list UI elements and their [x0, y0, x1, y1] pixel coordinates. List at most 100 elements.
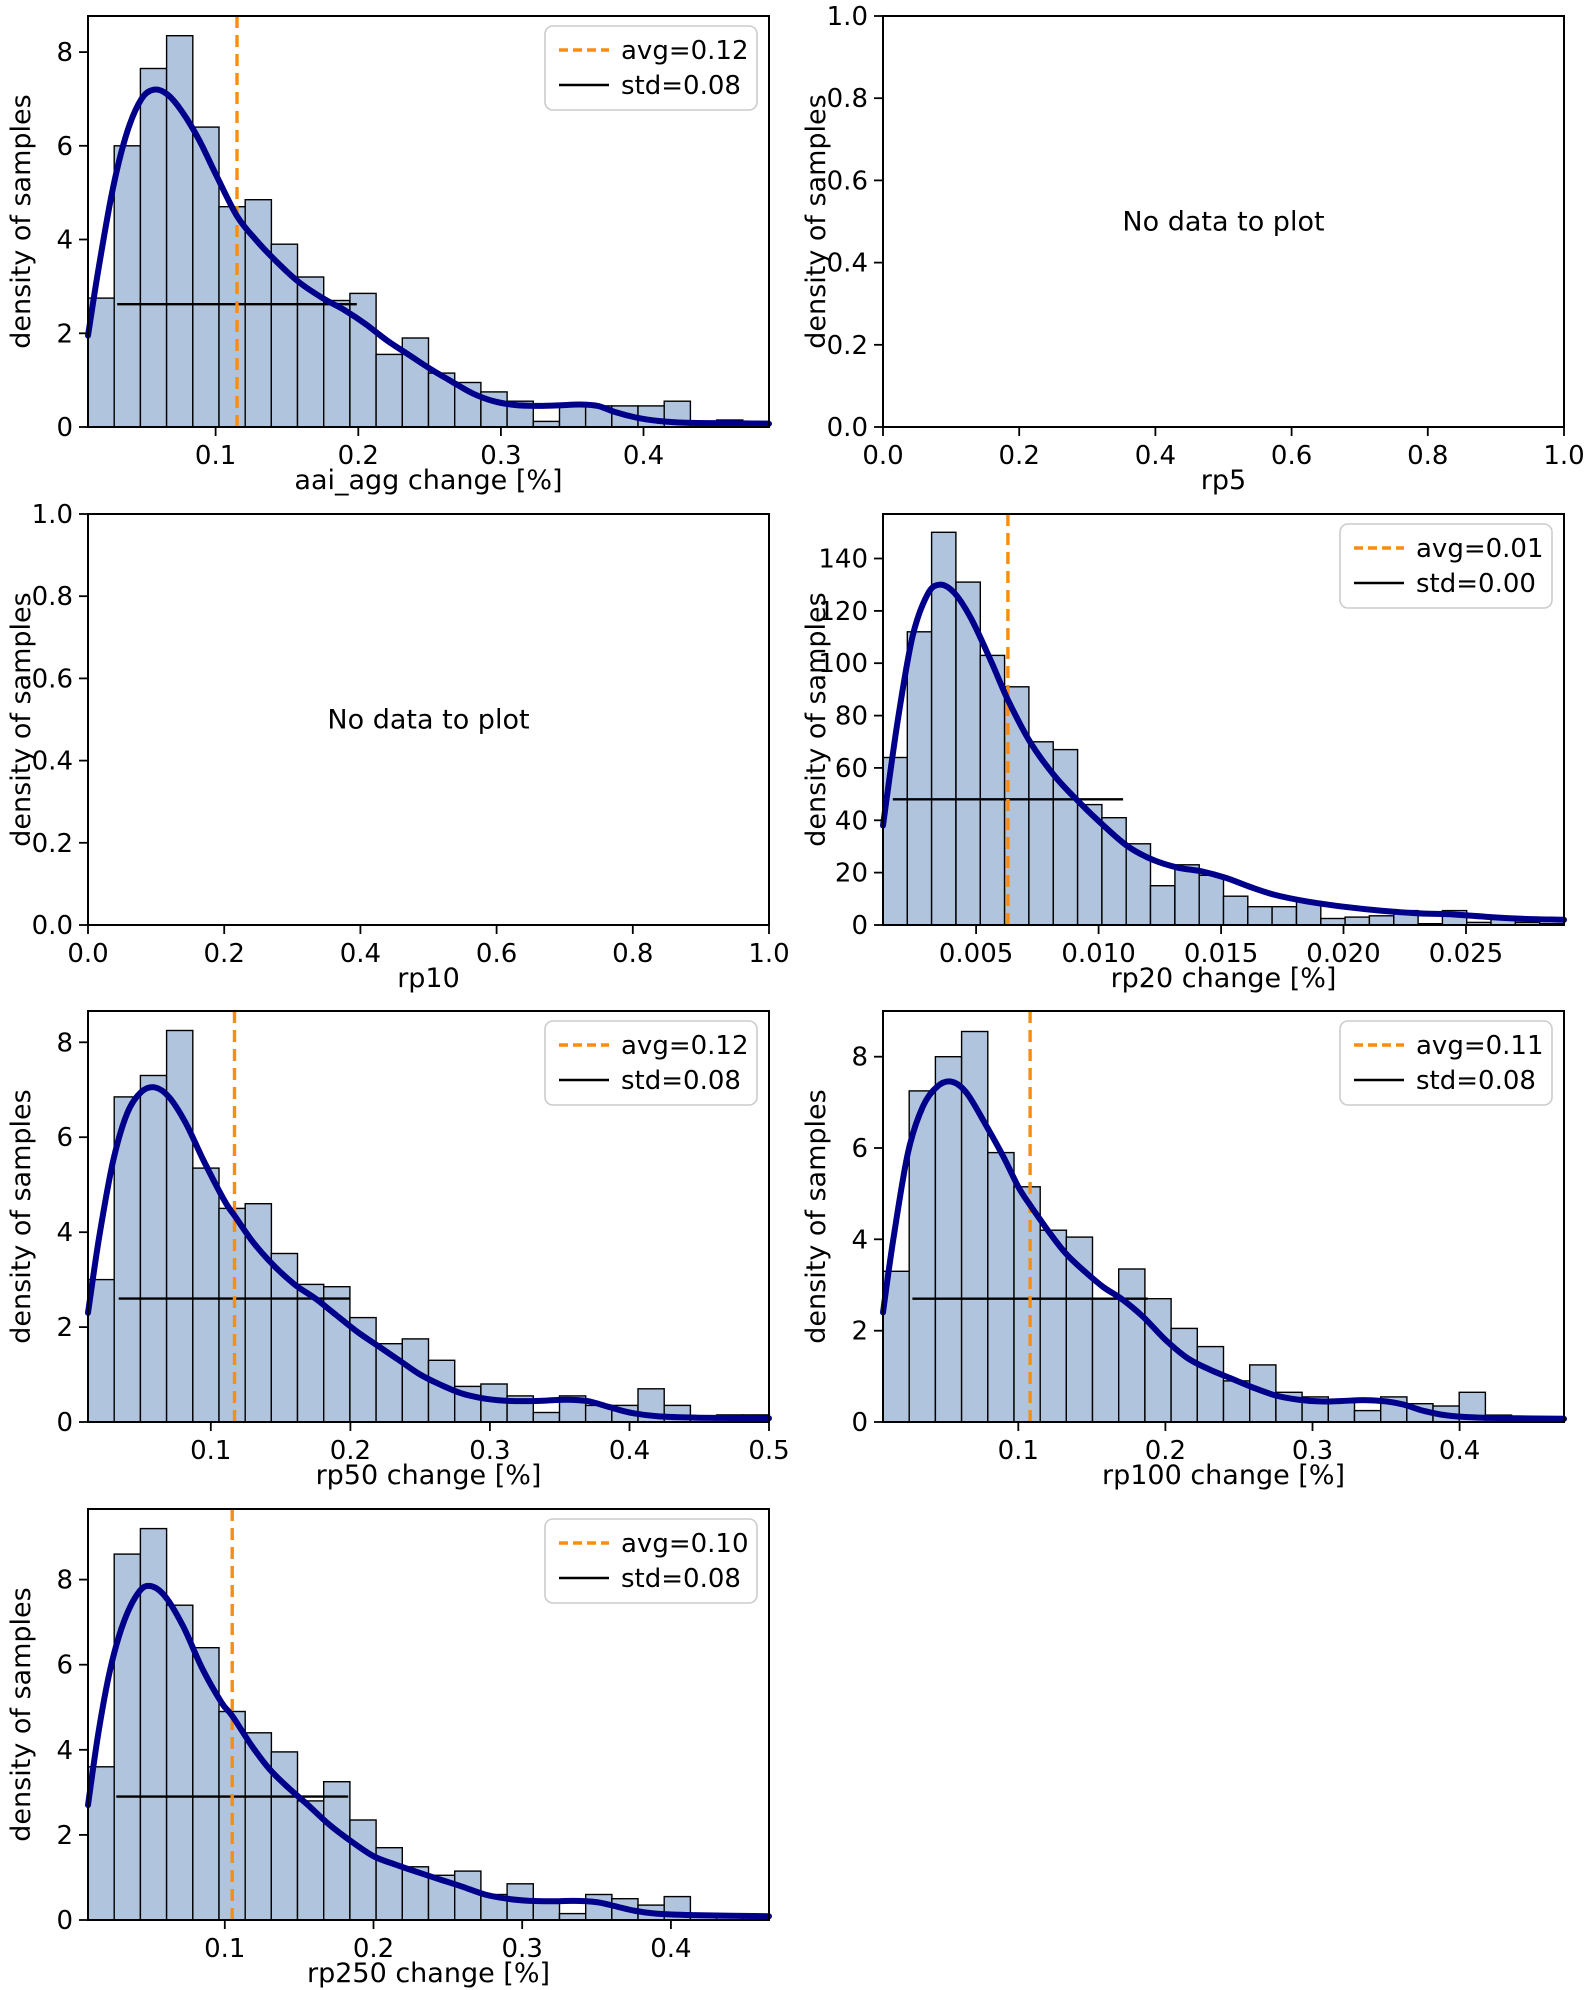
histogram-bar [1170, 1327, 1199, 1423]
x-axis-label: aai_agg change [%] [294, 465, 562, 496]
kde-curve [85, 86, 772, 427]
histogram-bar [1327, 1400, 1356, 1423]
y-tick-label: 0.2 [32, 828, 73, 858]
y-tick-label: 80 [835, 701, 868, 731]
x-tick-label: 0.5 [748, 1436, 789, 1466]
histogram-bar [1039, 1229, 1068, 1423]
y-tick-label: 0 [56, 413, 73, 443]
histogram-bar [1174, 863, 1200, 926]
histogram-bar [1368, 914, 1395, 926]
x-tick-label: 1.0 [748, 939, 789, 969]
y-tick-label: 100 [818, 649, 868, 679]
x-tick-label: 0.2 [999, 441, 1040, 471]
y-tick-label: 4 [56, 1735, 73, 1765]
legend-avg-label: avg=0.12 [621, 1031, 749, 1061]
y-tick-label: 140 [818, 544, 868, 574]
histogram-bar [113, 1096, 142, 1423]
x-tick-label: 0.025 [1429, 939, 1503, 969]
x-axis: 0.0 0.2 0.4 0.6 0.8 1.0 [67, 924, 790, 969]
y-tick-label: 0 [56, 1906, 73, 1936]
histogram-bar [323, 299, 351, 428]
y-tick-label: 8 [56, 1565, 73, 1595]
legend: avg=0.01 std=0.00 [1339, 522, 1553, 609]
histogram-bar [1247, 905, 1273, 926]
y-axis: 0 2 4 6 8 [56, 1565, 88, 1936]
y-tick-label: 0.8 [32, 582, 73, 612]
x-tick-label: 0.010 [1061, 939, 1135, 969]
subplot-cell-rp10: 0.0 0.2 0.4 0.6 0.8 1.0 0.0 0.2 0.4 0.6 0.8 1.0 rp10… [0, 498, 795, 996]
subplot-rp10: 0.0 0.2 0.4 0.6 0.8 1.0 0.0 0.2 0.4 0.6 0.8 1.0 rp10… [6, 500, 790, 994]
y-tick-label: 4 [56, 226, 73, 256]
axes-spines [87, 1010, 770, 1423]
y-axis-label: density of samples [801, 94, 832, 348]
histogram-bar [375, 353, 404, 428]
histogram-bar [979, 654, 1006, 926]
subplot-aai-agg: 0.1 0.2 0.3 0.4 0 2 4 6 8 aai_agg change [%] densi… [6, 15, 772, 496]
legend-std-label: std=0.00 [1416, 569, 1536, 599]
y-tick-label: 2 [851, 1317, 868, 1347]
x-tick-label: 0.2 [338, 441, 379, 471]
histogram-bars [882, 531, 1565, 926]
x-tick-label: 0.4 [1439, 1436, 1480, 1466]
y-tick-label: 0 [851, 1408, 868, 1438]
histogram-bar [1198, 874, 1225, 926]
axes-spines [882, 512, 1565, 926]
y-tick-label: 0 [56, 1408, 73, 1438]
x-tick-label: 0.1 [195, 441, 236, 471]
y-tick-label: 0.0 [827, 413, 868, 443]
y-tick-label: 0.6 [827, 166, 868, 196]
y-axis: 0.0 0.2 0.4 0.6 0.8 1.0 [827, 2, 883, 443]
kde-curve [85, 1582, 772, 1919]
histogram-bar [906, 630, 933, 926]
histogram-bars [87, 1029, 770, 1423]
legend-avg-label: avg=0.11 [1416, 1031, 1544, 1061]
x-tick-label: 0.4 [1135, 441, 1176, 471]
y-tick-label: 4 [851, 1225, 868, 1255]
histogram-bar [1353, 1409, 1382, 1423]
histogram-bar [1344, 915, 1371, 926]
histogram-bar [192, 1167, 220, 1423]
y-tick-label: 6 [56, 1650, 73, 1680]
y-tick-label: 0.8 [827, 84, 868, 114]
histogram-bar [1222, 895, 1249, 926]
legend: avg=0.12 std=0.08 [544, 1020, 758, 1106]
histogram-bar [270, 1750, 299, 1921]
x-tick-label: 0.2 [353, 1934, 394, 1964]
y-axis-label: density of samples [6, 1089, 37, 1343]
y-axis-label: density of samples [801, 1089, 832, 1343]
x-axis-label: rp100 change [%] [1102, 1460, 1345, 1491]
legend-avg-label: avg=0.12 [621, 36, 749, 66]
y-tick-label: 6 [56, 132, 73, 162]
histogram-bar [1149, 884, 1176, 926]
kde-curve [880, 1078, 1567, 1422]
histogram-bar [934, 1056, 963, 1423]
subplot-rp100: 0.1 0.2 0.3 0.4 0 2 4 6 8 rp100 change [%] density… [801, 1010, 1567, 1491]
histogram-bar [139, 67, 168, 428]
axes-spines [87, 15, 770, 428]
histogram-bar [558, 405, 587, 428]
legend-box [1339, 1020, 1553, 1106]
histogram-bar [532, 1411, 561, 1423]
y-axis-label: density of samples [6, 1587, 37, 1841]
histogram-bar [218, 1207, 246, 1423]
y-tick-label: 0.0 [32, 911, 73, 941]
histogram-bar [165, 1603, 194, 1921]
x-tick-label: 0.8 [1407, 441, 1448, 471]
x-tick-label: 0.3 [502, 1934, 543, 1964]
y-tick-label: 60 [835, 753, 868, 783]
y-axis: 0 2 4 6 8 [56, 1028, 88, 1438]
x-tick-label: 0.1 [204, 1934, 245, 1964]
kde-curve [880, 581, 1567, 923]
x-axis-label: rp20 change [%] [1111, 963, 1337, 994]
legend-box [1339, 522, 1553, 609]
histogram-bar [454, 1869, 482, 1921]
histogram-bar [296, 1799, 325, 1921]
subplot-cell-rp20: 0.005 0.010 0.015 0.020 0.025 0 20 40 60 80 100 120… [795, 498, 1590, 996]
histogram-bars [87, 35, 770, 428]
x-tick-label: 0.4 [623, 441, 664, 471]
y-axis-label: density of samples [6, 94, 37, 348]
x-tick-label: 0.3 [469, 1436, 510, 1466]
subplot-rp250: 0.1 0.2 0.3 0.4 0 2 4 6 8 rp250 change [%] density… [6, 1507, 772, 1989]
y-tick-label: 0.6 [32, 664, 73, 694]
x-tick-label: 0.020 [1306, 939, 1380, 969]
